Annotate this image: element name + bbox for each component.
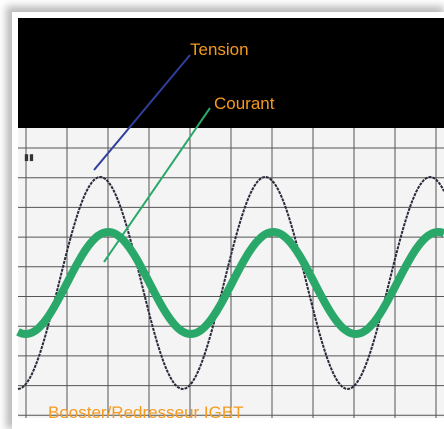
- oscilloscope-figure: ▮▮ Tension Courant Booster/Redresseur IG…: [0, 0, 444, 429]
- voltage-label: Tension: [190, 40, 249, 59]
- current-label: Courant: [214, 94, 275, 113]
- caption: Booster/Redresseur IGBT: [48, 403, 244, 422]
- scale-mark: ▮▮: [24, 152, 34, 162]
- page: ▮▮ Tension Courant Booster/Redresseur IG…: [0, 0, 444, 429]
